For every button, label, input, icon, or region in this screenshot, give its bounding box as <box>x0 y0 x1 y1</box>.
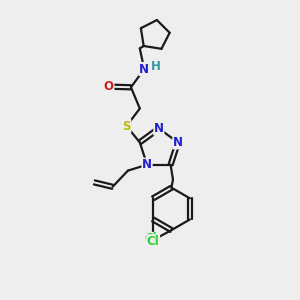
Text: Cl: Cl <box>147 235 160 248</box>
Text: N: N <box>139 62 149 76</box>
Text: N: N <box>154 122 164 135</box>
Text: H: H <box>151 60 160 73</box>
Text: S: S <box>122 120 131 133</box>
Text: N: N <box>142 158 152 171</box>
Text: Cl: Cl <box>145 232 157 245</box>
Text: O: O <box>104 80 114 93</box>
Text: N: N <box>173 136 183 149</box>
